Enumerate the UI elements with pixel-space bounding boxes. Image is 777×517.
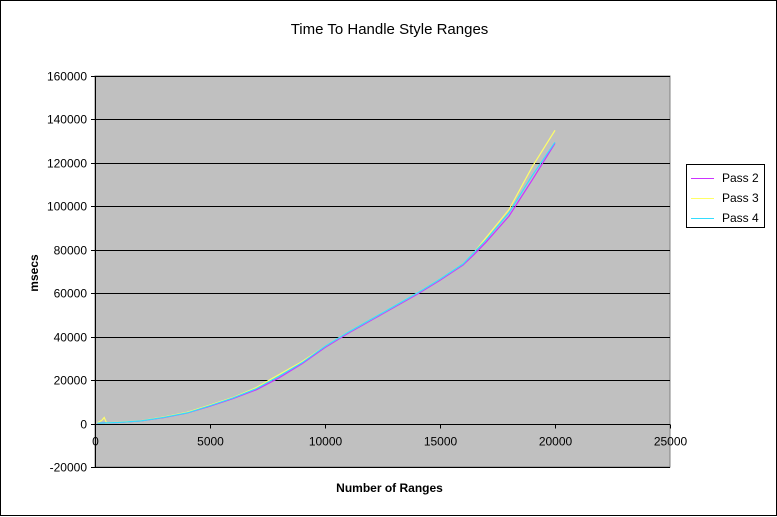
y-tick-label-8: 140000	[47, 113, 87, 127]
legend-swatch	[691, 197, 714, 199]
series-line-pass-4	[97, 141, 556, 424]
x-tick-label-1: 5000	[197, 435, 224, 449]
plot-background	[94, 75, 671, 468]
y-tick-label-5: 80000	[54, 244, 88, 258]
legend-label: Pass 2	[722, 171, 759, 185]
legend-item: Pass 4	[691, 210, 759, 226]
x-tick-label-5: 25000	[654, 435, 688, 449]
legend-swatch	[691, 217, 714, 219]
legend-item: Pass 2	[691, 170, 759, 186]
legend-label: Pass 4	[722, 211, 759, 225]
x-tick-label-3: 15000	[424, 435, 458, 449]
x-tick-label-2: 10000	[309, 435, 343, 449]
y-tick-label-3: 40000	[54, 331, 88, 345]
x-tick-label-4: 20000	[539, 435, 573, 449]
y-tick-label-7: 120000	[47, 157, 87, 171]
legend-label: Pass 3	[722, 191, 759, 205]
y-tick-label-4: 60000	[54, 287, 88, 301]
y-tick-label-6: 100000	[47, 200, 87, 214]
x-axis-label: Number of Ranges	[336, 481, 443, 495]
legend-item: Pass 3	[691, 190, 759, 206]
x-tick-label-0: 0	[92, 435, 99, 449]
legend-swatch	[691, 177, 714, 179]
y-tick-label-0: -20000	[50, 461, 88, 475]
y-tick-label-2: 20000	[54, 374, 88, 388]
y-tick-label-9: 160000	[47, 70, 87, 84]
legend: Pass 2 Pass 3 Pass 4	[686, 164, 765, 228]
y-tick-label-1: 0	[80, 418, 87, 432]
chart-title: Time To Handle Style Ranges	[290, 21, 489, 38]
